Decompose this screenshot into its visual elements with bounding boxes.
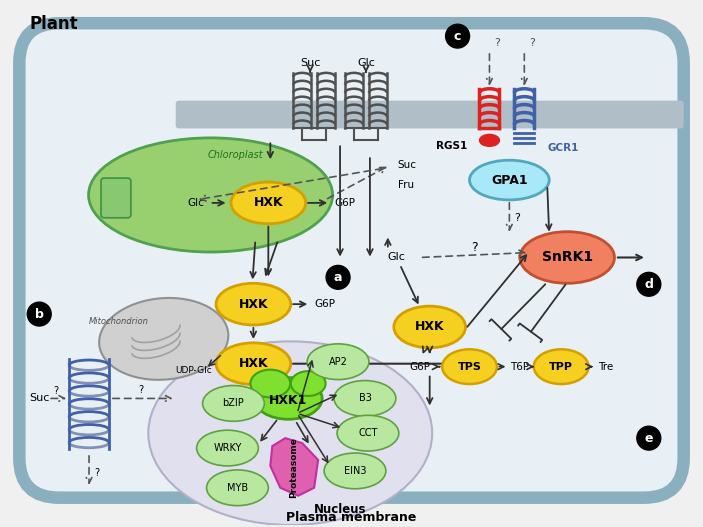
Ellipse shape bbox=[148, 341, 432, 525]
Text: G6P: G6P bbox=[409, 362, 430, 372]
Text: EIN3: EIN3 bbox=[344, 466, 366, 476]
Ellipse shape bbox=[250, 369, 290, 397]
Text: TPP: TPP bbox=[549, 362, 573, 372]
Ellipse shape bbox=[307, 344, 369, 379]
Text: Chloroplast: Chloroplast bbox=[207, 150, 263, 160]
Ellipse shape bbox=[89, 138, 333, 252]
Ellipse shape bbox=[394, 306, 465, 348]
Text: G6P: G6P bbox=[335, 198, 356, 208]
Text: Suc: Suc bbox=[300, 58, 321, 68]
Ellipse shape bbox=[442, 349, 497, 384]
Text: HXK: HXK bbox=[415, 320, 444, 334]
Text: Fru: Fru bbox=[398, 180, 414, 190]
Circle shape bbox=[326, 266, 350, 289]
Ellipse shape bbox=[324, 453, 386, 489]
Text: Proteasome: Proteasome bbox=[289, 437, 298, 499]
Text: bZIP: bZIP bbox=[223, 398, 245, 408]
Text: b: b bbox=[35, 308, 44, 320]
Ellipse shape bbox=[337, 415, 399, 451]
Ellipse shape bbox=[216, 343, 291, 385]
Ellipse shape bbox=[216, 284, 291, 325]
Text: Suc: Suc bbox=[398, 160, 417, 170]
FancyBboxPatch shape bbox=[176, 101, 684, 129]
Text: Suc: Suc bbox=[30, 394, 50, 404]
Text: d: d bbox=[645, 278, 653, 291]
Text: HXK: HXK bbox=[238, 357, 269, 370]
Ellipse shape bbox=[291, 371, 325, 396]
Ellipse shape bbox=[231, 182, 306, 224]
Polygon shape bbox=[271, 438, 318, 496]
Text: B3: B3 bbox=[359, 394, 371, 404]
Text: HXK1: HXK1 bbox=[269, 394, 307, 407]
Circle shape bbox=[446, 24, 470, 48]
Text: ?: ? bbox=[494, 38, 501, 48]
Text: Glc: Glc bbox=[388, 252, 406, 262]
Text: T6P: T6P bbox=[510, 362, 529, 372]
FancyBboxPatch shape bbox=[101, 178, 131, 218]
Ellipse shape bbox=[99, 298, 228, 380]
Ellipse shape bbox=[197, 430, 259, 466]
Text: WRKY: WRKY bbox=[213, 443, 242, 453]
Text: Plant: Plant bbox=[30, 15, 78, 33]
Circle shape bbox=[27, 302, 51, 326]
Text: ?: ? bbox=[138, 385, 143, 395]
Text: Glc: Glc bbox=[187, 198, 204, 208]
Circle shape bbox=[637, 272, 661, 296]
Ellipse shape bbox=[479, 134, 499, 147]
Ellipse shape bbox=[202, 386, 264, 421]
Text: HXK: HXK bbox=[254, 197, 283, 209]
Ellipse shape bbox=[470, 160, 549, 200]
FancyBboxPatch shape bbox=[19, 23, 684, 497]
Ellipse shape bbox=[534, 349, 588, 384]
Text: Glc: Glc bbox=[357, 58, 375, 68]
Text: HXK: HXK bbox=[238, 298, 269, 310]
Ellipse shape bbox=[254, 377, 322, 419]
Text: G6P: G6P bbox=[315, 299, 335, 309]
Text: ?: ? bbox=[53, 386, 59, 396]
Text: TPS: TPS bbox=[458, 362, 482, 372]
Text: SnRK1: SnRK1 bbox=[541, 250, 593, 265]
Text: RGS1: RGS1 bbox=[437, 141, 467, 151]
Ellipse shape bbox=[334, 380, 396, 416]
Text: GPA1: GPA1 bbox=[491, 173, 528, 187]
Text: Nucleus: Nucleus bbox=[314, 503, 366, 516]
Text: c: c bbox=[454, 30, 461, 43]
Ellipse shape bbox=[520, 232, 614, 284]
Text: GCR1: GCR1 bbox=[547, 143, 579, 153]
Text: ?: ? bbox=[529, 38, 535, 48]
Ellipse shape bbox=[207, 470, 269, 505]
Text: ?: ? bbox=[94, 468, 100, 478]
Text: e: e bbox=[645, 432, 653, 445]
Text: a: a bbox=[334, 271, 342, 284]
Text: ?: ? bbox=[515, 213, 520, 223]
Text: MYB: MYB bbox=[227, 483, 248, 493]
Text: Plasma membrane: Plasma membrane bbox=[286, 511, 416, 524]
Text: Mitochondrion: Mitochondrion bbox=[89, 317, 149, 326]
Text: AP2: AP2 bbox=[328, 357, 347, 367]
Circle shape bbox=[637, 426, 661, 450]
Text: CCT: CCT bbox=[359, 428, 378, 438]
Text: Tre: Tre bbox=[598, 362, 614, 372]
Text: UDP-Glc: UDP-Glc bbox=[175, 366, 212, 375]
Text: ?: ? bbox=[471, 241, 478, 254]
